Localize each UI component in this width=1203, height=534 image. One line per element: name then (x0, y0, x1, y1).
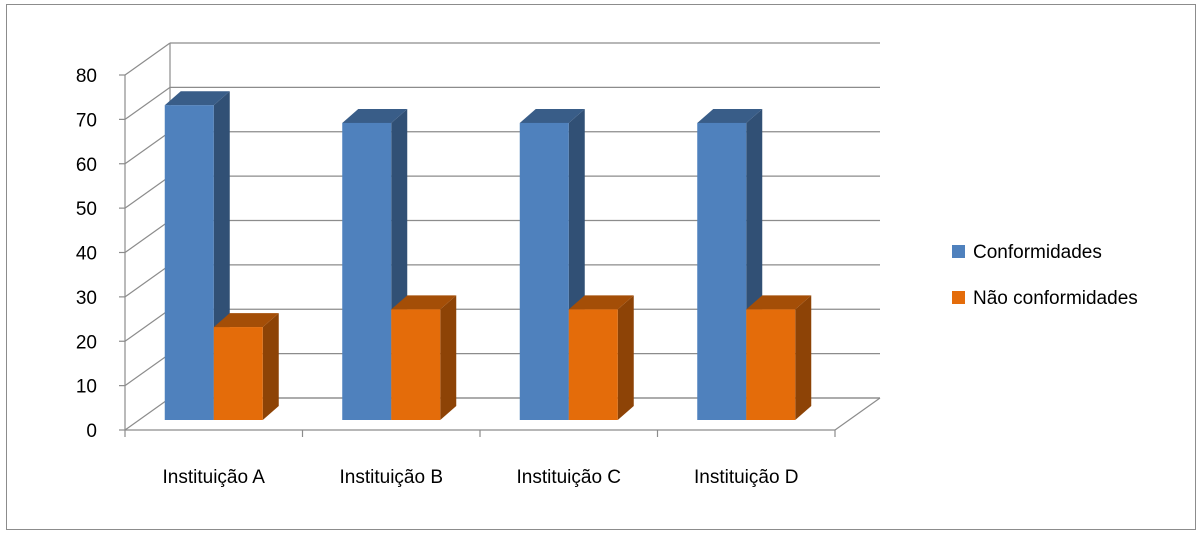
gridline-side (124, 397, 171, 431)
legend-swatch (952, 291, 965, 304)
y-tick-label: 30 (76, 288, 97, 309)
y-tick-label: 40 (76, 244, 97, 265)
bar-side (795, 295, 812, 420)
y-tick-label: 80 (76, 66, 97, 87)
gridline-side (124, 131, 171, 165)
bar-front (164, 105, 214, 420)
x-axis-label: Instituição C (516, 467, 621, 488)
gridline-side (124, 42, 171, 76)
bar-top (391, 295, 457, 310)
x-axis-label: Instituição B (340, 467, 444, 488)
bar-top (213, 313, 279, 328)
y-tick-label: 60 (76, 155, 97, 176)
floor-right-edge (834, 397, 881, 431)
bar-side (440, 295, 457, 420)
legend[interactable]: Conformidades Não conformidades (952, 242, 1138, 309)
gridline-side (124, 175, 171, 209)
bar-top (519, 108, 585, 123)
gridline-side (124, 220, 171, 253)
gridline-side (124, 308, 171, 342)
bar-front (342, 122, 392, 420)
bar (391, 295, 457, 420)
gridline-side (124, 353, 171, 387)
bar (568, 295, 634, 420)
y-tick-label: 70 (76, 110, 97, 131)
bar-front (568, 309, 618, 420)
bar-top (746, 295, 812, 310)
y-tick-label: 20 (76, 332, 97, 353)
bar-side (262, 313, 279, 420)
legend-label: Não conformidades (973, 288, 1138, 309)
x-axis-label: Instituição D (694, 467, 799, 488)
bar-side (617, 295, 634, 420)
bar (697, 108, 763, 420)
bar-front (519, 122, 569, 420)
gridline-side (124, 264, 171, 298)
y-tick-label: 10 (76, 377, 97, 398)
bar-front (391, 309, 441, 420)
y-tick-label: 0 (86, 421, 97, 442)
bar-top (164, 91, 230, 106)
x-axis-label: Instituição A (163, 467, 266, 488)
y-tick-label: 50 (76, 199, 97, 220)
bar (746, 295, 812, 420)
bars (164, 91, 812, 420)
bar (213, 313, 279, 420)
legend-label: Conformidades (973, 242, 1102, 263)
bar-front (697, 122, 747, 420)
y-axis-ticks: 0 10 20 30 40 50 60 70 80 (76, 66, 125, 442)
bar-top (568, 295, 634, 310)
bar-top (697, 108, 763, 123)
bar-front (746, 309, 796, 420)
bar-front (213, 327, 263, 420)
legend-swatch (952, 245, 965, 258)
bar-top (342, 108, 408, 123)
x-axis-labels: Instituição A Instituição B Instituição C I… (163, 467, 799, 488)
gridline-side (124, 86, 171, 120)
